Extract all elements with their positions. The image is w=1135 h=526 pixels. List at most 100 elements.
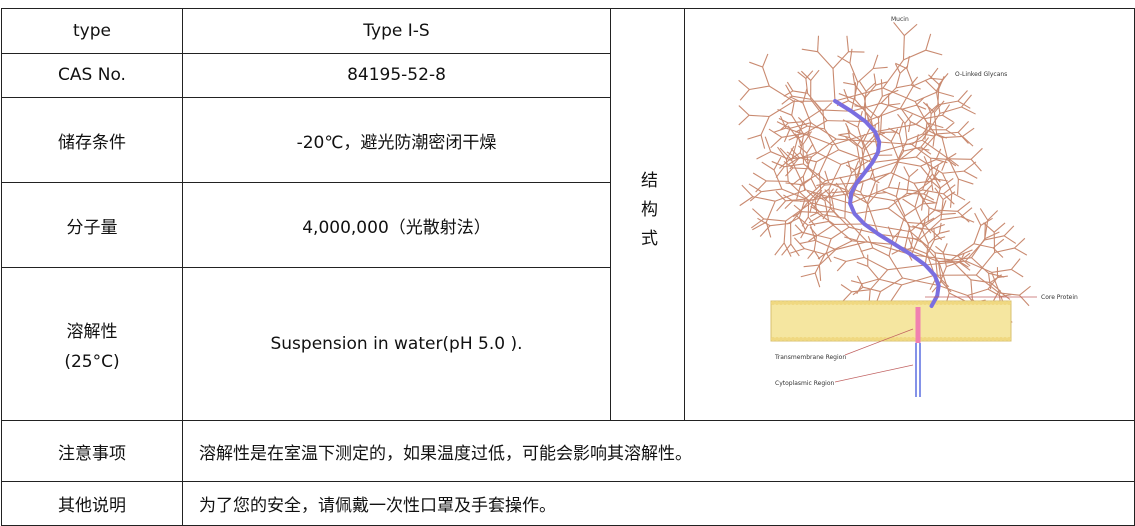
glycan-branch [864,161,898,174]
lipid-head [811,301,815,305]
glycan-branch [775,166,785,178]
glycan-branch [869,168,875,179]
lipid-head [815,301,819,305]
glycan-branch [752,208,765,220]
glycan-branch [912,237,924,244]
glycan-branch [738,105,750,116]
glycan-branch [962,127,975,137]
glycan-branch [922,139,949,160]
glycan-branch [775,189,806,202]
glycan-branch [834,87,884,102]
glycan-branch [791,114,804,134]
glycan-branch [837,134,850,139]
lipid-head [999,337,1003,341]
glycan-branch [865,107,901,123]
lipid-head [803,301,807,305]
glycan-branch [741,184,754,198]
glycan-branch [849,48,853,64]
glycan-branch [984,222,986,239]
glycan-branch [835,182,847,196]
glycan-branch [786,217,800,225]
lipid-head [799,301,803,305]
lipid-head [823,301,827,305]
glycan-branch [797,131,813,139]
lipid-head [963,337,967,341]
glycan-branch [872,156,917,164]
lipid-head [915,301,919,305]
glycan-branch [929,67,939,79]
glycan-branch [748,183,762,193]
lipid-head [939,337,943,341]
glycan-branch [930,179,934,191]
glycan-branch [778,117,789,124]
glycan-branch [770,151,792,162]
lipid-head [991,337,995,341]
glycan-branch [991,268,1012,273]
glycan-branch [851,289,871,293]
lipid-head [803,337,807,341]
lipid-head [927,337,931,341]
glycan-branch [925,49,943,56]
lipid-head [819,301,823,305]
glycan-branch [942,170,965,174]
glycan-branch [789,152,801,161]
glycan-branch [974,212,982,226]
glycan-branch [845,164,856,171]
glycan-branch [872,54,879,69]
glycan-branch [946,157,959,167]
glycan-branch [836,261,847,272]
glycan-branch [965,260,992,273]
glycan-branch [781,188,810,201]
lipid-head [791,301,795,305]
glycan-branch [880,277,903,292]
glycan-branch [865,106,879,119]
glycan-branch [862,278,879,285]
glycan-branch [810,202,855,215]
glycan-branch [921,190,930,205]
glycan-branch [814,239,837,251]
glycan-branch [789,96,804,104]
glycan-branch [849,62,859,83]
glycan-branch [906,176,910,194]
lipid-head [979,301,983,305]
lipid-head [903,337,907,341]
glycan-branch [785,127,804,135]
glycan-branch [793,237,805,250]
glycan-branch [938,266,947,286]
glycan-branch [890,172,915,184]
glycan-branch [808,184,825,202]
glycan-branch [816,212,835,225]
glycan-branch [816,223,835,237]
glycan-branch [860,247,874,253]
glycan-branch [873,66,888,70]
value-cell: Suspension in water(pH 5.0 ). [182,267,611,421]
glycan-branch [843,89,849,101]
glycan-branch [866,203,880,235]
glycan-branch [826,120,866,123]
glycan-branch [933,112,938,134]
glycan-branch [934,252,938,276]
glycan-branch [809,211,820,218]
glycan-branch [800,272,816,278]
glycan-branch [807,220,829,226]
glycan-branch [935,252,958,257]
glycan-branch [776,121,791,129]
glycan-branch [810,98,828,121]
glycan-branch [839,132,851,136]
glycan-branch [779,158,791,169]
glycan-branch [825,238,832,253]
glycan-branch [936,131,959,135]
glycan-branch [942,243,948,253]
lipid-head [963,301,967,305]
glycan-branch [818,144,833,174]
glycan-branch [833,256,847,262]
glycan-branch [781,95,793,105]
glycan-branch [836,138,880,143]
glycan-branch [798,199,806,218]
glycan-branch [901,109,911,122]
glycan-branch [988,272,1005,278]
glycan-branch [903,23,918,36]
glycan-branch [980,217,993,226]
glycan-branch [818,265,822,281]
lipid-head [883,301,887,305]
